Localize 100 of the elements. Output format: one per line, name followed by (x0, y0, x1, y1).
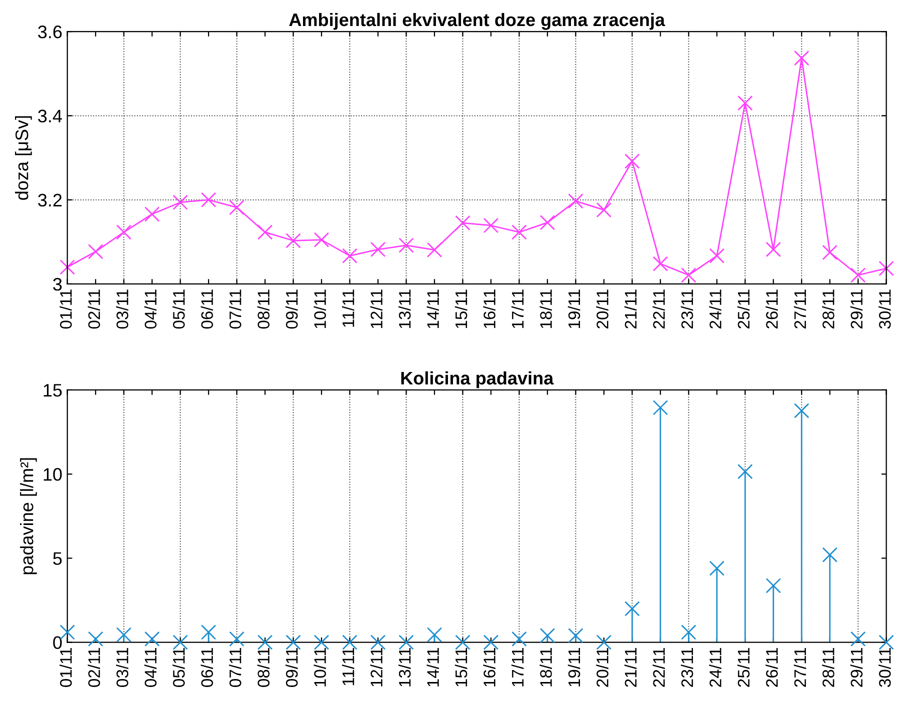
x-tick-label: 14/11 (426, 290, 439, 328)
point (568, 193, 584, 209)
x-tick-label: 24/11 (709, 648, 722, 687)
point (257, 224, 273, 240)
x-tick-label: 27/11 (794, 290, 806, 328)
point (878, 260, 894, 276)
point (709, 560, 725, 576)
x-tick-label: 25/11 (737, 290, 750, 328)
x-tick-label: 15/11 (454, 648, 468, 686)
x-tick-label: 06/11 (200, 648, 214, 688)
x-tick-label: 07/11 (229, 290, 242, 329)
x-tick-label: 03/11 (116, 290, 128, 329)
point (455, 215, 470, 231)
point (596, 202, 612, 218)
x-tick-label: 19/11 (568, 290, 580, 328)
x-tick-label: 05/11 (172, 290, 185, 329)
x-tick-label: 13/11 (398, 648, 411, 686)
x-tick-label: 02/11 (88, 290, 100, 329)
point (822, 547, 838, 562)
x-tick-label: 26/11 (766, 290, 778, 328)
x-tick-label: 30/11 (878, 648, 891, 688)
point (88, 244, 104, 260)
x-tick-label: 18/11 (540, 648, 552, 686)
point (766, 578, 782, 594)
x-tick-label: 20/11 (596, 648, 608, 687)
y-tick-label: 3 (53, 278, 62, 291)
x-tick-label: 26/11 (766, 648, 778, 687)
point (116, 627, 132, 642)
point (116, 224, 132, 240)
x-tick-label: 12/11 (370, 290, 382, 328)
x-tick-label: 22/11 (652, 648, 665, 687)
x-tick-label: 12/11 (370, 648, 382, 686)
x-tick-label: 28/11 (822, 648, 834, 687)
x-tick-label: 11/11 (342, 290, 354, 327)
x-tick-label: 02/11 (88, 648, 100, 688)
x-tick-label: 29/11 (850, 648, 863, 687)
x-tick-label: 14/11 (426, 648, 439, 686)
point (483, 218, 499, 234)
point (624, 601, 640, 616)
point (60, 260, 75, 275)
point (652, 256, 668, 272)
point (794, 50, 810, 66)
x-tick-label: 30/11 (878, 290, 891, 329)
y-tick-label: 0 (53, 636, 62, 650)
x-tick-label: 04/11 (144, 648, 157, 688)
point (766, 242, 782, 258)
x-tick-label: 05/11 (172, 648, 185, 688)
point (822, 244, 838, 260)
x-tick-label: 17/11 (511, 648, 524, 686)
y-tick-label: 15 (44, 384, 62, 397)
x-tick-label: 27/11 (794, 648, 806, 687)
y-tick-label: 10 (44, 468, 62, 481)
chart-title: Kolicina padavina (401, 371, 554, 388)
x-tick-label: 01/11 (60, 290, 72, 329)
point (144, 206, 160, 222)
point (568, 628, 584, 644)
x-tick-label: 29/11 (850, 290, 863, 328)
x-tick-label: 07/11 (229, 648, 242, 688)
x-tick-label: 01/11 (60, 648, 72, 688)
point (200, 192, 216, 208)
point (624, 154, 640, 169)
x-tick-label: 23/11 (680, 290, 694, 328)
x-tick-label: 03/11 (116, 648, 128, 688)
point (850, 631, 866, 647)
x-tick-label: 23/11 (680, 648, 694, 687)
x-tick-label: 19/11 (568, 648, 580, 686)
x-tick-label: 06/11 (200, 290, 214, 329)
point (314, 232, 330, 248)
point (370, 242, 386, 258)
x-tick-label: 25/11 (737, 648, 750, 687)
point (398, 238, 414, 253)
x-tick-label: 09/11 (286, 290, 298, 329)
point (540, 214, 556, 230)
x-tick-label: 04/11 (144, 290, 157, 329)
point (172, 194, 188, 210)
x-tick-label: 16/11 (483, 648, 496, 686)
x-tick-label: 22/11 (652, 290, 665, 328)
point (652, 400, 668, 416)
x-tick-label: 08/11 (257, 648, 270, 688)
x-tick-label: 13/11 (398, 290, 411, 328)
x-tick-label: 17/11 (511, 290, 524, 328)
y-tick-label: 5 (53, 552, 62, 565)
x-tick-label: 15/11 (454, 290, 468, 328)
point (794, 403, 810, 418)
point (88, 631, 104, 647)
point (737, 95, 753, 111)
point (681, 267, 696, 283)
y-tick-label: 3.4 (38, 110, 62, 122)
point (229, 200, 244, 216)
x-tick-label: 21/11 (624, 648, 637, 687)
point (342, 248, 358, 264)
point (144, 631, 160, 647)
point (850, 267, 866, 283)
x-tick-label: 18/11 (540, 290, 552, 328)
point (737, 464, 753, 480)
y-tick-label: 3.2 (38, 194, 62, 207)
point (286, 233, 301, 248)
x-tick-label: 21/11 (624, 290, 637, 328)
x-tick-label: 09/11 (286, 648, 298, 688)
x-tick-label: 24/11 (709, 290, 722, 328)
